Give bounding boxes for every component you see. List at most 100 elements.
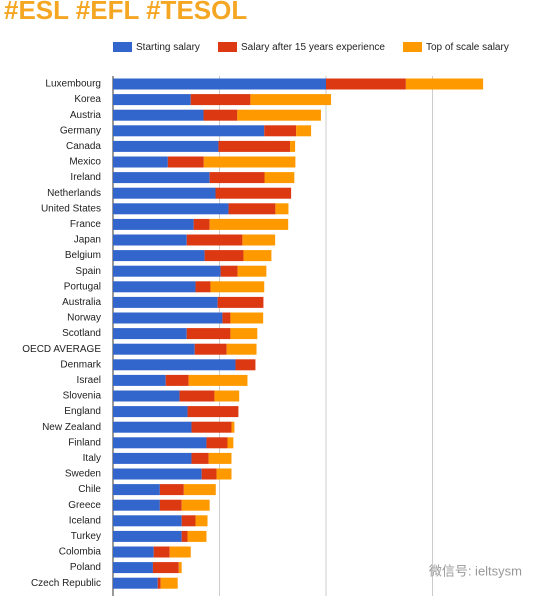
y-tick-label: Spain xyxy=(75,266,101,277)
y-tick-label: Canada xyxy=(66,141,101,152)
bar-segment xyxy=(113,359,236,371)
y-tick-label: Italy xyxy=(83,453,101,464)
bar-segment xyxy=(113,328,187,340)
bar-segment xyxy=(204,250,244,262)
bar-segment xyxy=(113,187,216,199)
bar-segment xyxy=(181,515,196,527)
bar-segment xyxy=(113,437,207,449)
y-tick-label: New Zealand xyxy=(42,422,101,433)
bar-segment xyxy=(290,140,296,152)
watermark: 微信号: ieltsysm xyxy=(429,563,522,578)
bar-segment xyxy=(113,250,205,262)
bar-segment xyxy=(152,562,179,574)
y-tick-label: Greece xyxy=(68,500,101,511)
bar-segment xyxy=(228,203,276,215)
y-tick-label: England xyxy=(64,406,101,417)
y-tick-label: Sweden xyxy=(65,469,101,480)
bar-segment xyxy=(113,499,160,511)
bar-segment xyxy=(191,452,209,464)
bar-segment xyxy=(195,281,211,293)
bar-segment xyxy=(243,250,272,262)
y-tick-label: Luxembourg xyxy=(45,79,101,90)
bar-segment xyxy=(113,421,192,433)
bar-segment xyxy=(326,78,406,90)
bar-segment xyxy=(159,499,182,511)
bar-segment xyxy=(187,406,239,418)
y-tick-label: Japan xyxy=(74,235,101,246)
bar-segment xyxy=(113,78,326,90)
y-tick-label: Slovenia xyxy=(63,391,102,402)
bar-segment xyxy=(113,468,202,480)
y-tick-label: Czech Republic xyxy=(31,578,101,589)
bar-segment xyxy=(113,218,194,230)
y-tick-label: Iceland xyxy=(69,515,101,526)
bar-segment xyxy=(209,218,289,230)
legend-label: Top of scale salary xyxy=(426,42,509,53)
bar-segment xyxy=(167,156,204,168)
bar-segment xyxy=(275,203,289,215)
bar-segment xyxy=(186,234,243,246)
y-tick-label: Finland xyxy=(68,437,101,448)
bar-segment xyxy=(190,94,251,106)
bar-segment xyxy=(210,281,265,293)
y-tick-label: Colombia xyxy=(59,547,102,558)
bar-segment xyxy=(203,109,238,121)
bar-segment xyxy=(206,437,228,449)
y-tick-label: Mexico xyxy=(69,157,101,168)
bar-segment xyxy=(113,390,180,402)
bar-segment xyxy=(214,390,240,402)
bar-segment xyxy=(113,546,154,558)
bar-segment xyxy=(160,577,178,589)
bar-segment xyxy=(113,109,204,121)
bar-segment xyxy=(159,484,184,496)
chart-title: #ESL #EFL #TESOL xyxy=(4,0,247,25)
bar-segment xyxy=(113,125,265,137)
bar-segment xyxy=(231,421,235,433)
bar-segment xyxy=(165,374,189,386)
bar-segment xyxy=(113,203,229,215)
bar-segment xyxy=(178,562,182,574)
bar-segment xyxy=(113,530,182,542)
bar-segment xyxy=(113,234,187,246)
y-tick-label: Portugal xyxy=(64,281,101,292)
y-tick-label: Austria xyxy=(70,110,102,121)
legend-swatch xyxy=(113,42,132,52)
bar-segment xyxy=(230,328,258,340)
bar-segment xyxy=(242,234,276,246)
bar-segment xyxy=(113,265,221,277)
bar-segment xyxy=(181,499,210,511)
bar-segment xyxy=(218,140,291,152)
bar-segment xyxy=(230,312,264,324)
bar-segment xyxy=(227,437,234,449)
bar-segment xyxy=(113,296,218,308)
bar-segment xyxy=(208,452,232,464)
bar-segment xyxy=(153,546,170,558)
bar-segment xyxy=(186,328,231,340)
y-tick-label: Netherlands xyxy=(47,188,101,199)
bar-segment xyxy=(169,546,191,558)
bar-segment xyxy=(405,78,484,90)
bar-segment xyxy=(237,109,321,121)
bar-segment xyxy=(237,265,267,277)
bar-segment xyxy=(264,125,297,137)
legend-swatch xyxy=(218,42,237,52)
y-tick-label: Germany xyxy=(60,125,101,136)
bar-segment xyxy=(296,125,312,137)
y-tick-label: Scotland xyxy=(62,328,101,339)
bar-segment xyxy=(113,484,160,496)
y-tick-label: United States xyxy=(41,203,101,214)
legend-label: Salary after 15 years experience xyxy=(241,42,385,53)
bar-segment xyxy=(250,94,332,106)
bar-segment xyxy=(191,421,232,433)
bar-segment xyxy=(203,156,296,168)
y-tick-label: Israel xyxy=(77,375,101,386)
bar-segment xyxy=(209,172,265,184)
bar-segment xyxy=(220,265,238,277)
y-tick-label: Australia xyxy=(62,297,101,308)
bar-segment xyxy=(113,562,153,574)
bar-segment xyxy=(195,515,208,527)
bar-segment xyxy=(201,468,217,480)
bar-segment xyxy=(215,187,292,199)
bar-segment xyxy=(113,156,168,168)
